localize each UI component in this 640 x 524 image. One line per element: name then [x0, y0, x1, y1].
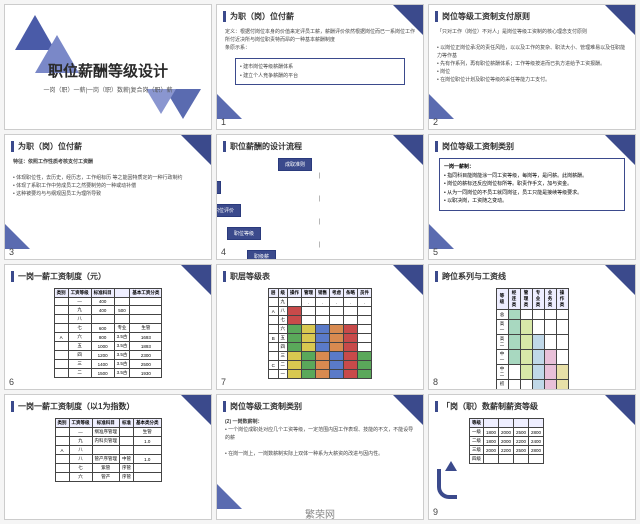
- slide-number: 8: [433, 377, 438, 387]
- subtitle: 特征：依照工作性质考核支付工资酬: [13, 158, 203, 166]
- bullet: • 以岗位正岗位承况的责任风险，以以及工作的复杂、职法大小、管理难易以及任职能力…: [437, 44, 627, 60]
- corner-deco: [181, 265, 211, 295]
- arrow-icon: [445, 461, 457, 471]
- slide-number: 5: [433, 247, 438, 257]
- matrix-table: 等级经连类管理类专业类业务类操作类总高一高二中一中二初一初二: [496, 288, 569, 390]
- main-title: 职位薪酬等级设计: [5, 60, 211, 81]
- slide-number: 2: [433, 117, 438, 127]
- corner-deco: [393, 135, 423, 165]
- bullet: • 先有作系列，再有职位薪酬体系；工作等级按进而已执方进给予工资报酬。: [437, 60, 627, 68]
- slide-9: 跨位系列与工资线 等级经连类管理类专业类业务类操作类总高一高二中一中二初一初二 …: [428, 264, 636, 390]
- slide-10: 一岗一薪工资制度（以1为指数） 类别工资等级标准科目标准基本类分类—纲准序管理生…: [4, 394, 212, 520]
- slide-7: 一岗一薪工资制度（元） 类别工资等级标准科目基本工资分类—400九400500八…: [4, 264, 212, 390]
- slide-grid: 职位薪酬等级设计 一岗（职）一薪|一岗（职）数薪|复合岗（职）薪 为职（岗）位付…: [0, 0, 640, 524]
- flow-node: 职位等级: [227, 227, 261, 240]
- bullet: • 从为一同岗位的不员工就同岗征，员工只能是接续等级要求。: [444, 189, 620, 198]
- slide-5: 职位薪酬的设计流程 成取准则 │ 工作分析 │ 职位评价 │ 职位等级 │ 职级…: [216, 134, 424, 260]
- corner-deco: [605, 5, 635, 35]
- watermark: 繁荣网: [305, 506, 335, 521]
- multi-salary-table: 等级一级1800200025002800二级1800200022002400三级…: [469, 418, 544, 464]
- slide-body: 「只对工作（岗位）不对人」是岗位等级工资制的核心理念支付原则 • 以岗位正岗位承…: [437, 28, 627, 84]
- bullet: • 这种被要均与与纲观因员工为理所导致: [13, 190, 203, 198]
- slide-8: 职层等级表 层级操作管理销售考虑条略员件九.....A八七六B五四三C二一 7: [216, 264, 424, 390]
- slide-number: 9: [433, 507, 438, 517]
- slide-title: 职位薪酬的设计流程: [223, 141, 417, 152]
- slide-title: 岗位等级工资制支付原则: [435, 11, 629, 22]
- bullet: • 一个岗位成职处对应几个工资等级，一定范围内因工作表现、技能的不文，不能设导的…: [225, 426, 415, 442]
- slide-number: 7: [221, 377, 226, 387]
- slide-3: 岗位等级工资制支付原则 「只对工作（岗位）不对人」是岗位等级工资制的核心理念支付…: [428, 4, 636, 130]
- slide-title: 岗位等级工资制类别: [223, 401, 417, 412]
- slide-title: 「岗（职）数薪制薪资等级: [435, 401, 629, 412]
- bullet: • 岗位: [437, 68, 627, 76]
- slide-11: 岗位等级工资制类别 (2) 一岗数薪制： • 一个岗位成职处对应几个工资等级，一…: [216, 394, 424, 520]
- corner-deco: [393, 5, 423, 35]
- slide-4: 为职（岗）位付薪 特征：依照工作性质考核支付工资酬 • 体现职位性，去历史，经历…: [4, 134, 212, 260]
- bullet: 条原示系：: [225, 44, 415, 52]
- slide-number: 1: [221, 117, 226, 127]
- flow-chart: 成取准则 │ 工作分析 │ 职位评价 │ 职位等级 │ 职级薪 │ 职位薪酬等级: [217, 158, 423, 260]
- corner-deco: [393, 265, 423, 295]
- index-table: 类别工资等级标准科目标准基本类分类—纲准序管理生管九内科页管理1.0A八八管产序…: [55, 418, 162, 482]
- slide-title: 跨位系列与工资线: [435, 271, 629, 282]
- corner-deco: [181, 135, 211, 165]
- corner-deco: [605, 265, 635, 295]
- bullet: • 建市岗位等级薪酬体系: [240, 63, 400, 72]
- slide-title: 为职（岗）位付薪: [223, 11, 417, 22]
- subtitle: (2) 一岗数薪制：: [225, 418, 415, 426]
- slide-body: (2) 一岗数薪制： • 一个岗位成职处对应几个工资等级，一定范围内因工作表现、…: [225, 418, 415, 458]
- flow-node: 成取准则: [278, 158, 312, 171]
- corner-deco: [5, 224, 30, 249]
- main-subtitle: 一岗（职）一薪|一岗（职）数薪|复合岗（职）薪: [5, 85, 211, 94]
- bullet: 定义：根据付岗位本身的价值来定评员工薪，薪酬评价依然根据岗位而已一系岗位工作所付…: [225, 28, 415, 44]
- slide-body: 定义：根据付岗位本身的价值来定评员工薪，薪酬评价依然根据岗位而已一系岗位工作所付…: [225, 28, 415, 85]
- slide-title: 职层等级表: [223, 271, 417, 282]
- bullet: • 体现职位性，去历史，经历志，工作组标历 等之能因特质定的一种行政制约: [13, 174, 203, 182]
- salary-table: 类别工资等级标准科目基本工资分类—400九400500八七600专业生管A六80…: [54, 288, 163, 378]
- slide-title: 岗位等级工资制类别: [435, 141, 629, 152]
- slide-2: 为职（岗）位付薪 定义：根据付岗位本身的价值来定评员工薪，薪酬评价依然根据岗位而…: [216, 4, 424, 130]
- bullet: • 在岗位职位计划及职位等级的采任等能力工支付。: [437, 76, 627, 84]
- highlight-box: • 建市岗位等级薪酬体系 • 建立个人竞争薪酬的平台: [235, 58, 405, 85]
- slide-title: 一岗一薪工资制度（以1为指数）: [11, 401, 205, 412]
- corner-deco: [217, 94, 242, 119]
- bullet: • 体现了系职工作中劳成员工之然要制劳的一种或动补偿: [13, 182, 203, 190]
- bullet: • 岗位的薪标还反应岗位标所等。职责作手文，加与资金。: [444, 180, 620, 189]
- bullet: • 在岗一岗上，一岗数薪制实际上双体一种系为大薪资的改进与因内性。: [225, 450, 415, 458]
- slide-number: 4: [221, 247, 226, 257]
- slide-1-title: 职位薪酬等级设计 一岗（职）一薪|一岗（职）数薪|复合岗（职）薪: [4, 4, 212, 130]
- box-title: 一岗一薪制：: [444, 163, 620, 172]
- bullet: 「只对工作（岗位）不对人」是岗位等级工资制的核心理念支付原则: [437, 28, 627, 36]
- flow-node: 职位评价: [216, 204, 241, 217]
- corner-deco: [429, 224, 454, 249]
- content-box: 一岗一薪制： • 指同科目能岗能涂一同工资等级，每岗等，是问薪。此岗薪酬。 • …: [439, 158, 625, 211]
- flow-node: 工作分析: [216, 181, 221, 194]
- slide-6: 岗位等级工资制类别 一岗一薪制： • 指同科目能岗能涂一同工资等级，每岗等，是问…: [428, 134, 636, 260]
- slide-number: 6: [9, 377, 14, 387]
- corner-deco: [605, 135, 635, 165]
- arrow-icon: [437, 469, 457, 499]
- slide-title: 为职（岗）位付薪: [11, 141, 205, 152]
- bullet: • 建立个人竞争薪酬的平台: [240, 72, 400, 81]
- bullet: • 以职决岗，工资随之变动。: [444, 197, 620, 206]
- slide-body: 特征：依照工作性质考核支付工资酬 • 体现职位性，去历史，经历志，工作组标历 等…: [13, 158, 203, 198]
- slide-number: 3: [9, 247, 14, 257]
- corner-deco: [429, 94, 454, 119]
- grade-table: 层级操作管理销售考虑条略员件九.....A八七六B五四三C二一: [268, 288, 372, 379]
- slide-title: 一岗一薪工资制度（元）: [11, 271, 205, 282]
- bullet: • 指同科目能岗能涂一同工资等级，每岗等，是问薪。此岗薪酬。: [444, 172, 620, 181]
- slide-12: 「岗（职）数薪制薪资等级 等级一级1800200025002800二级18002…: [428, 394, 636, 520]
- flow-node: 职级薪: [247, 250, 276, 260]
